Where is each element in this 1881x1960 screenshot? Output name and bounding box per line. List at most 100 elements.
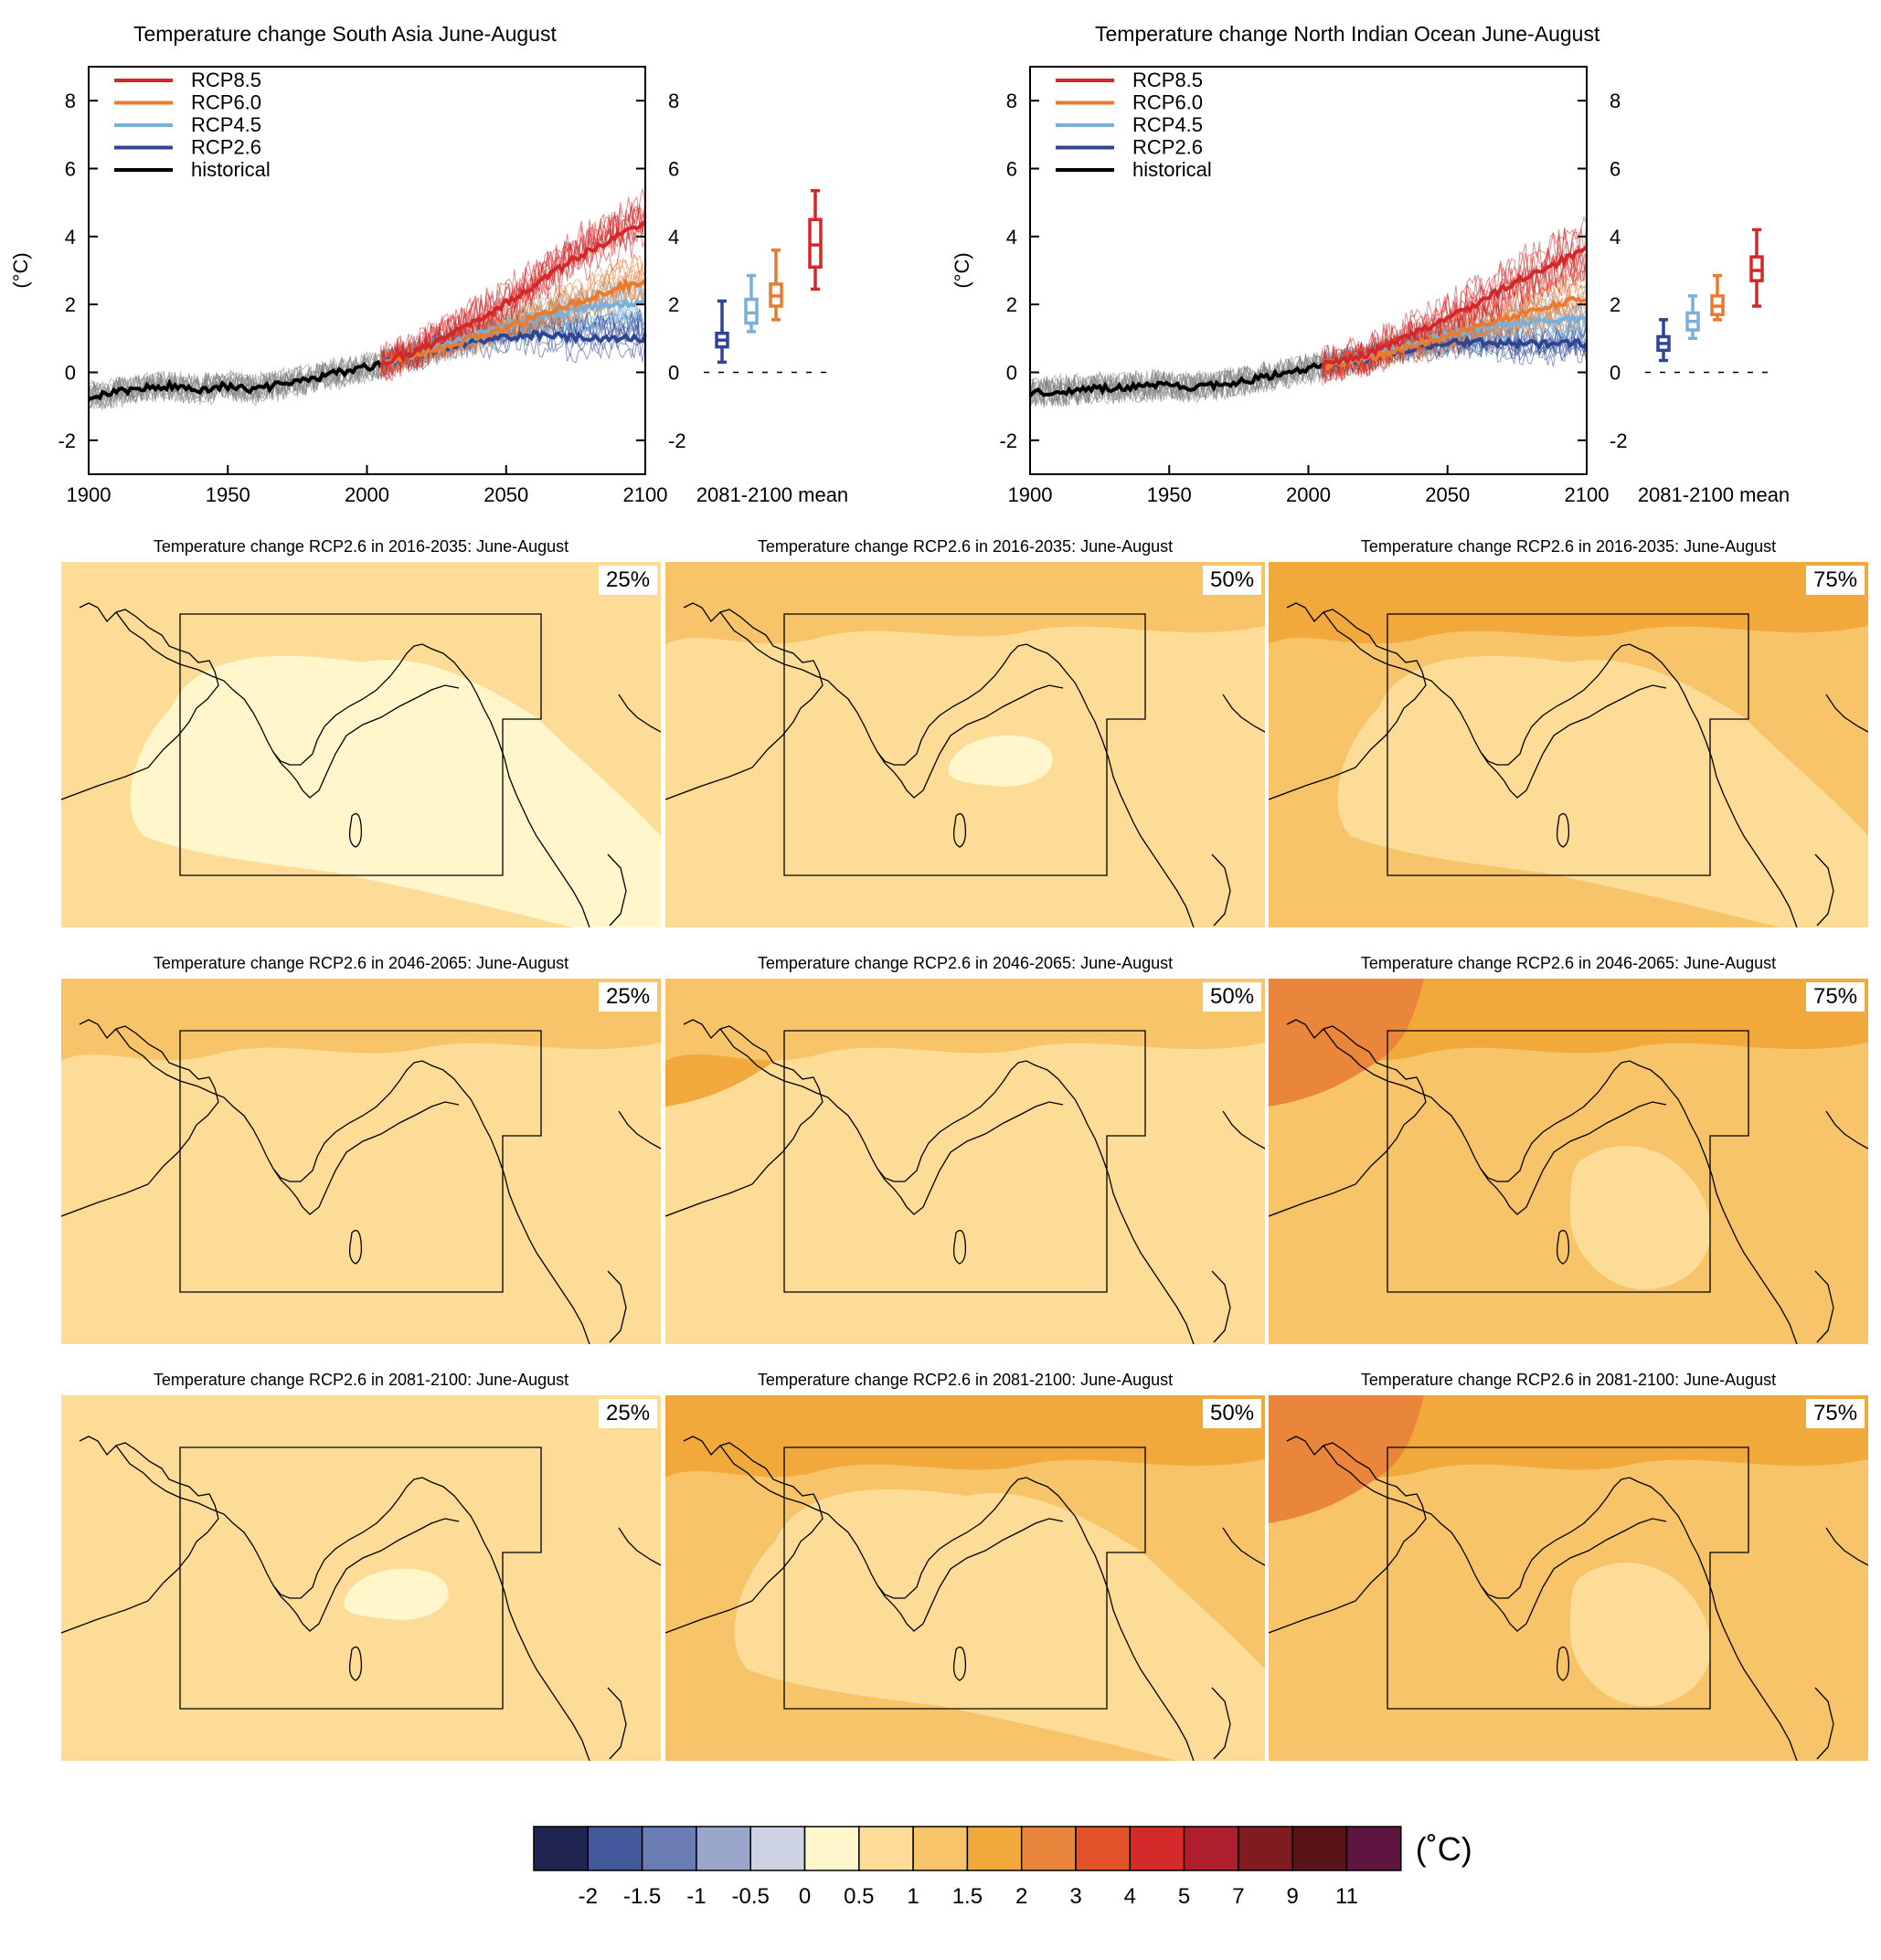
legend-label-rcp85: RCP8.5 bbox=[1132, 69, 1203, 91]
percentile-label: 50% bbox=[1203, 566, 1262, 595]
colorbar-bin bbox=[858, 1826, 914, 1871]
mean-line-rcp26 bbox=[1321, 335, 1589, 370]
y-tick-label-right: 6 bbox=[668, 158, 679, 181]
coastline bbox=[61, 1436, 661, 1761]
colorbar-tick-label: -0.5 bbox=[732, 1884, 770, 1909]
y-tick-label-left: -2 bbox=[58, 429, 76, 452]
y-tick-label-left: -2 bbox=[999, 429, 1017, 452]
y-tick-label-right: 6 bbox=[1610, 158, 1621, 181]
map-title: Temperature change RCP2.6 in 2016-2035: … bbox=[1360, 537, 1777, 556]
island-outline bbox=[607, 1687, 627, 1760]
y-tick-label-left: 4 bbox=[65, 226, 76, 249]
map-grid: Temperature change RCP2.6 in 2016-2035: … bbox=[0, 530, 1881, 1782]
legend-label-rcp45: RCP4.5 bbox=[191, 113, 261, 136]
percentile-label: 50% bbox=[1203, 982, 1262, 1012]
legend-label-rcp26: RCP2.6 bbox=[1132, 136, 1203, 159]
region-box bbox=[783, 1030, 1146, 1293]
region-box bbox=[179, 613, 542, 876]
map-panel bbox=[1269, 562, 1868, 927]
mean-line-rcp60 bbox=[379, 278, 647, 369]
legend-label-rcp60: RCP6.0 bbox=[1132, 91, 1203, 114]
y-tick-label-left: 4 bbox=[1006, 226, 1017, 249]
region-box bbox=[783, 1446, 1146, 1710]
box-iqr bbox=[744, 297, 759, 325]
coastline bbox=[1269, 1019, 1868, 1344]
map-patch-north bbox=[665, 562, 1265, 644]
map-patch-bay bbox=[1570, 1146, 1711, 1290]
colorbar-tick-label: 7 bbox=[1232, 1884, 1244, 1909]
x-tick-label: 1900 bbox=[1008, 483, 1053, 506]
map-patch-north bbox=[1269, 1395, 1868, 1478]
ensemble-member-rcp60 bbox=[380, 283, 646, 372]
sri-lanka-outline bbox=[348, 812, 363, 848]
mean-line-historical bbox=[88, 359, 383, 402]
boxplot-rcp45 bbox=[1685, 294, 1700, 341]
island-outline bbox=[1211, 1687, 1231, 1760]
chart-title-south-asia: Temperature change South Asia June-Augus… bbox=[133, 22, 557, 46]
map-panel bbox=[61, 562, 661, 927]
colorbar: -2 -1.5 -1 -0.5 0 0.5 1 1.5 2 3 4 5 7 9 11 (˚C) bbox=[533, 1826, 1472, 1909]
colorbar-bin bbox=[1345, 1826, 1402, 1871]
y-tick-label-left: 2 bbox=[1006, 293, 1017, 316]
colorbar-tick-label: 0 bbox=[799, 1884, 811, 1909]
ensemble-member-rcp85 bbox=[1322, 249, 1588, 383]
percentile-label: 75% bbox=[1806, 1399, 1865, 1428]
coastline bbox=[1269, 602, 1868, 927]
percentile-label: 25% bbox=[599, 982, 658, 1012]
x-tick-label: 2050 bbox=[1425, 483, 1470, 506]
sri-lanka-outline bbox=[1556, 1646, 1570, 1681]
ensemble-member-historical bbox=[88, 357, 382, 410]
y-tick-label-right: 2 bbox=[668, 293, 679, 316]
timeseries-chart-north-indian-ocean: -2 -2 0 0 2 2 4 4 6 6 8 8 1900 1950 2000 2050 2100 (°C) RC… bbox=[951, 66, 1790, 506]
map-panel bbox=[665, 979, 1265, 1344]
map-patch-big bbox=[1337, 655, 1868, 927]
legend-label-rcp45: RCP4.5 bbox=[1132, 113, 1203, 136]
y-tick-label-right: -2 bbox=[668, 429, 686, 452]
region-box bbox=[179, 1446, 542, 1710]
legend-label-rcp60: RCP6.0 bbox=[191, 91, 261, 114]
y-tick-label-right: 2 bbox=[1610, 293, 1621, 316]
y-tick-label-right: 0 bbox=[1610, 362, 1621, 385]
island-outline bbox=[607, 853, 627, 927]
ensemble-member-historical bbox=[1029, 351, 1323, 409]
ensemble-member-rcp85 bbox=[380, 206, 646, 378]
map-patch-north bbox=[665, 979, 1265, 1061]
x-tick-label: 2100 bbox=[623, 483, 668, 506]
boxplot-rcp85 bbox=[808, 188, 823, 291]
legend-label-rcp26: RCP2.6 bbox=[191, 136, 261, 159]
map-patch-north bbox=[1269, 562, 1868, 644]
y-axis-label: (°C) bbox=[9, 252, 32, 288]
mean-line-rcp85 bbox=[1320, 245, 1589, 370]
colorbar-bin bbox=[749, 1826, 806, 1871]
ensemble-member-historical bbox=[88, 349, 382, 409]
coastline bbox=[665, 602, 1265, 927]
boxplot-rcp26 bbox=[715, 299, 729, 365]
sri-lanka-outline bbox=[1556, 812, 1570, 848]
colorbar-bin bbox=[1075, 1826, 1132, 1871]
colorbar-tick-label: -1.5 bbox=[623, 1884, 661, 1909]
legend-label-historical: historical bbox=[191, 158, 271, 181]
mean-line-rcp85 bbox=[378, 220, 646, 368]
x-tick-label: 2000 bbox=[345, 483, 389, 506]
region-box bbox=[783, 613, 1146, 876]
colorbar-tick-label: -2 bbox=[579, 1884, 598, 1909]
colorbar-bin bbox=[1183, 1826, 1239, 1871]
colorbar-tick-label: -1 bbox=[686, 1884, 706, 1909]
sri-lanka-outline bbox=[348, 1646, 363, 1681]
map-panel bbox=[665, 1395, 1265, 1761]
colorbar-bin bbox=[912, 1826, 969, 1871]
colorbar-bin bbox=[587, 1826, 643, 1871]
colorbar-tick-label: 5 bbox=[1178, 1884, 1190, 1909]
percentile-label: 75% bbox=[1806, 566, 1865, 595]
y-tick-label-left: 2 bbox=[65, 293, 76, 316]
y-tick-label-left: 8 bbox=[65, 90, 76, 112]
colorbar-tick-label: 4 bbox=[1124, 1884, 1136, 1909]
y-tick-label-right: -2 bbox=[1610, 429, 1628, 452]
map-patch-north bbox=[665, 1395, 1265, 1478]
map-patch-small bbox=[948, 735, 1053, 787]
map-panel bbox=[1269, 979, 1868, 1344]
colorbar-bin bbox=[696, 1826, 751, 1871]
legend-label-rcp85: RCP8.5 bbox=[191, 69, 261, 91]
colorbar-tick-label: 9 bbox=[1287, 1884, 1299, 1909]
region-box bbox=[1387, 1030, 1749, 1293]
